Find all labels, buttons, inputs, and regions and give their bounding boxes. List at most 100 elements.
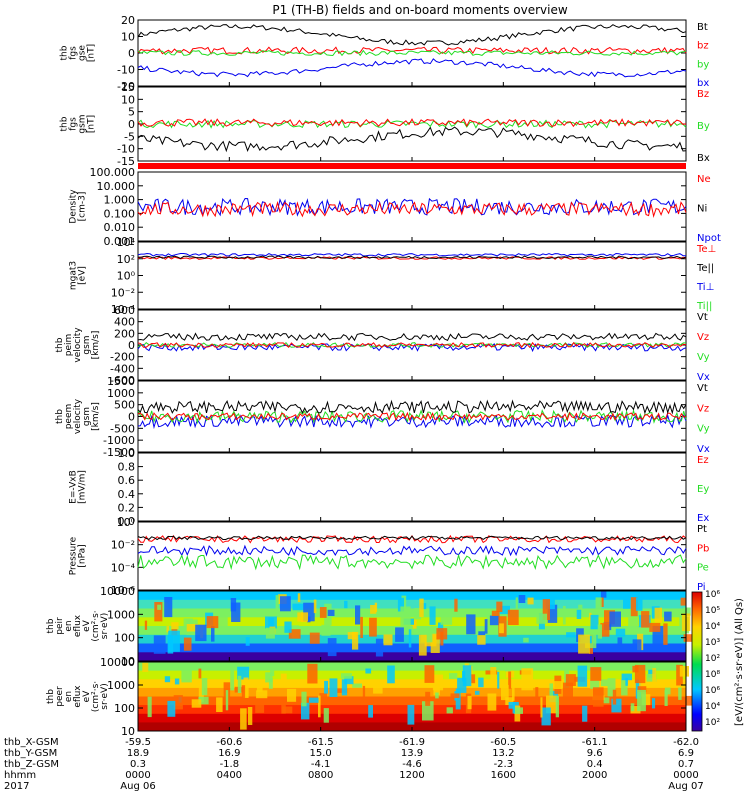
spectrogram-patch: [499, 623, 504, 634]
legend-bx: bx: [697, 78, 709, 89]
legend-bz: Bz: [697, 89, 709, 100]
y-tick-label: 10⁻⁴: [111, 561, 136, 574]
spectrogram-patch: [609, 611, 621, 627]
y-axis-label: [km/s]: [91, 402, 101, 431]
spectrogram-patch: [593, 687, 604, 707]
spectrogram-patch: [636, 597, 643, 611]
spectrogram-patch: [489, 615, 500, 626]
spectrogram-patch: [450, 693, 460, 698]
spectrogram-patch: [400, 606, 411, 627]
spectrogram-patch: [478, 631, 486, 636]
spectrogram-patch: [512, 687, 515, 701]
legend-vz: Vz: [697, 332, 709, 343]
spectrogram-patch: [621, 679, 628, 696]
spectrogram-patch: [507, 609, 519, 625]
spectrogram-patch: [562, 605, 566, 625]
y-tick-label: 10: [121, 655, 135, 668]
time-axis-value: 6.9: [678, 748, 694, 759]
y-tick-label: 10⁰: [117, 270, 136, 283]
spectrogram-patch: [541, 707, 551, 726]
spectrogram-patch: [611, 698, 622, 713]
y-tick-label: 10⁻⁶: [111, 584, 136, 597]
spectrogram-patch: [237, 666, 250, 680]
spectrogram-patch: [603, 697, 610, 704]
spectrogram-patch: [374, 602, 378, 612]
colorbar-tick-label: 10²: [705, 718, 720, 728]
panel-pressure: 10⁰ 10⁻² 10⁻⁴ 10⁻⁶ Pressure [nPa] Pt Pb Pe Pi: [69, 516, 710, 597]
spectrogram-patch: [590, 680, 600, 689]
spectrogram-patch: [484, 619, 488, 634]
y-tick-label: 10⁰: [117, 516, 136, 529]
spectrogram-band: [138, 662, 686, 672]
y-tick-label: -15: [117, 155, 135, 168]
panel-frame: [137, 19, 687, 87]
time-axis-value: 2000: [582, 770, 607, 781]
spectrogram-patch: [562, 682, 573, 698]
spectrogram-patch: [268, 678, 273, 689]
spectrogram-patch: [566, 632, 576, 638]
y-tick-label: 1000: [107, 608, 135, 621]
spectrogram-patch: [142, 662, 149, 672]
time-axis-value: 0.4: [587, 759, 603, 770]
spectrogram-patch: [355, 605, 361, 625]
spectrogram-patch: [590, 667, 602, 681]
y-axis-label: peem: [64, 404, 74, 430]
time-axis-value: -61.1: [582, 737, 608, 748]
time-axis-value: Aug 07: [668, 781, 703, 792]
y-axis-label: Pressure: [69, 536, 79, 575]
y-axis-label: gsm: [82, 335, 92, 354]
spectrogram-patch: [144, 620, 148, 630]
y-axis-label: peer: [55, 686, 65, 707]
time-axis-value: 16.9: [218, 748, 240, 759]
trace-pe: [137, 553, 687, 571]
spectrogram-patch: [319, 693, 327, 705]
y-tick-label: 5: [128, 106, 135, 119]
spectrogram-patch: [634, 664, 646, 684]
trace-bx: [137, 58, 687, 78]
spectrogram-band: [138, 687, 686, 697]
y-axis-label: velocity: [73, 327, 83, 363]
time-axis-value: 15.0: [310, 748, 332, 759]
spectrogram-patch: [555, 695, 559, 718]
y-axis-label: thb: [55, 337, 65, 352]
spectrogram-patch: [499, 605, 510, 615]
spectrogram-patch: [652, 625, 664, 648]
y-tick-label: -1000: [103, 434, 135, 447]
legend-te⊥: Te⊥: [696, 244, 716, 255]
y-tick-label: 200: [114, 327, 135, 340]
spectrogram-patch: [318, 695, 321, 718]
legend-ex: Ex: [697, 513, 709, 524]
spectrogram-band: [138, 599, 686, 610]
legend-vt: Vt: [697, 312, 708, 323]
spectrogram-patch: [477, 635, 486, 645]
y-axis-label: [nT]: [87, 115, 97, 133]
spectrogram-patch: [512, 702, 515, 714]
spectrogram-patch: [422, 701, 434, 721]
spectrogram-patch: [490, 667, 497, 685]
spectrogram-patch: [157, 604, 162, 610]
spectrogram-patch: [646, 674, 657, 682]
spectrogram-patch: [287, 688, 297, 702]
spectrogram-patch: [270, 665, 275, 676]
spectrogram-patch: [256, 683, 263, 692]
y-axis-label: [cm-3]: [78, 192, 88, 222]
spectrogram-patch: [430, 633, 440, 653]
legend-by: by: [697, 59, 709, 70]
spectrogram-patch: [309, 632, 320, 644]
spectrogram-patch: [637, 686, 647, 693]
spectrogram-patch: [256, 690, 268, 699]
spectrogram-patch: [195, 624, 207, 642]
spectrogram-patch: [297, 612, 308, 622]
spectrogram-patch: [440, 608, 453, 625]
spectrogram-patch: [518, 595, 526, 603]
spectrogram-patch: [628, 617, 638, 632]
y-tick-label: -400: [110, 362, 135, 375]
spectrogram-band: [138, 722, 686, 732]
spectrogram-patch: [595, 597, 602, 609]
spectrogram-patch: [183, 637, 192, 651]
spectrogram-patch: [664, 690, 668, 706]
spectrogram-patch: [241, 685, 246, 702]
legend-vt: Vt: [697, 383, 708, 394]
spectrogram-patch: [547, 604, 558, 623]
